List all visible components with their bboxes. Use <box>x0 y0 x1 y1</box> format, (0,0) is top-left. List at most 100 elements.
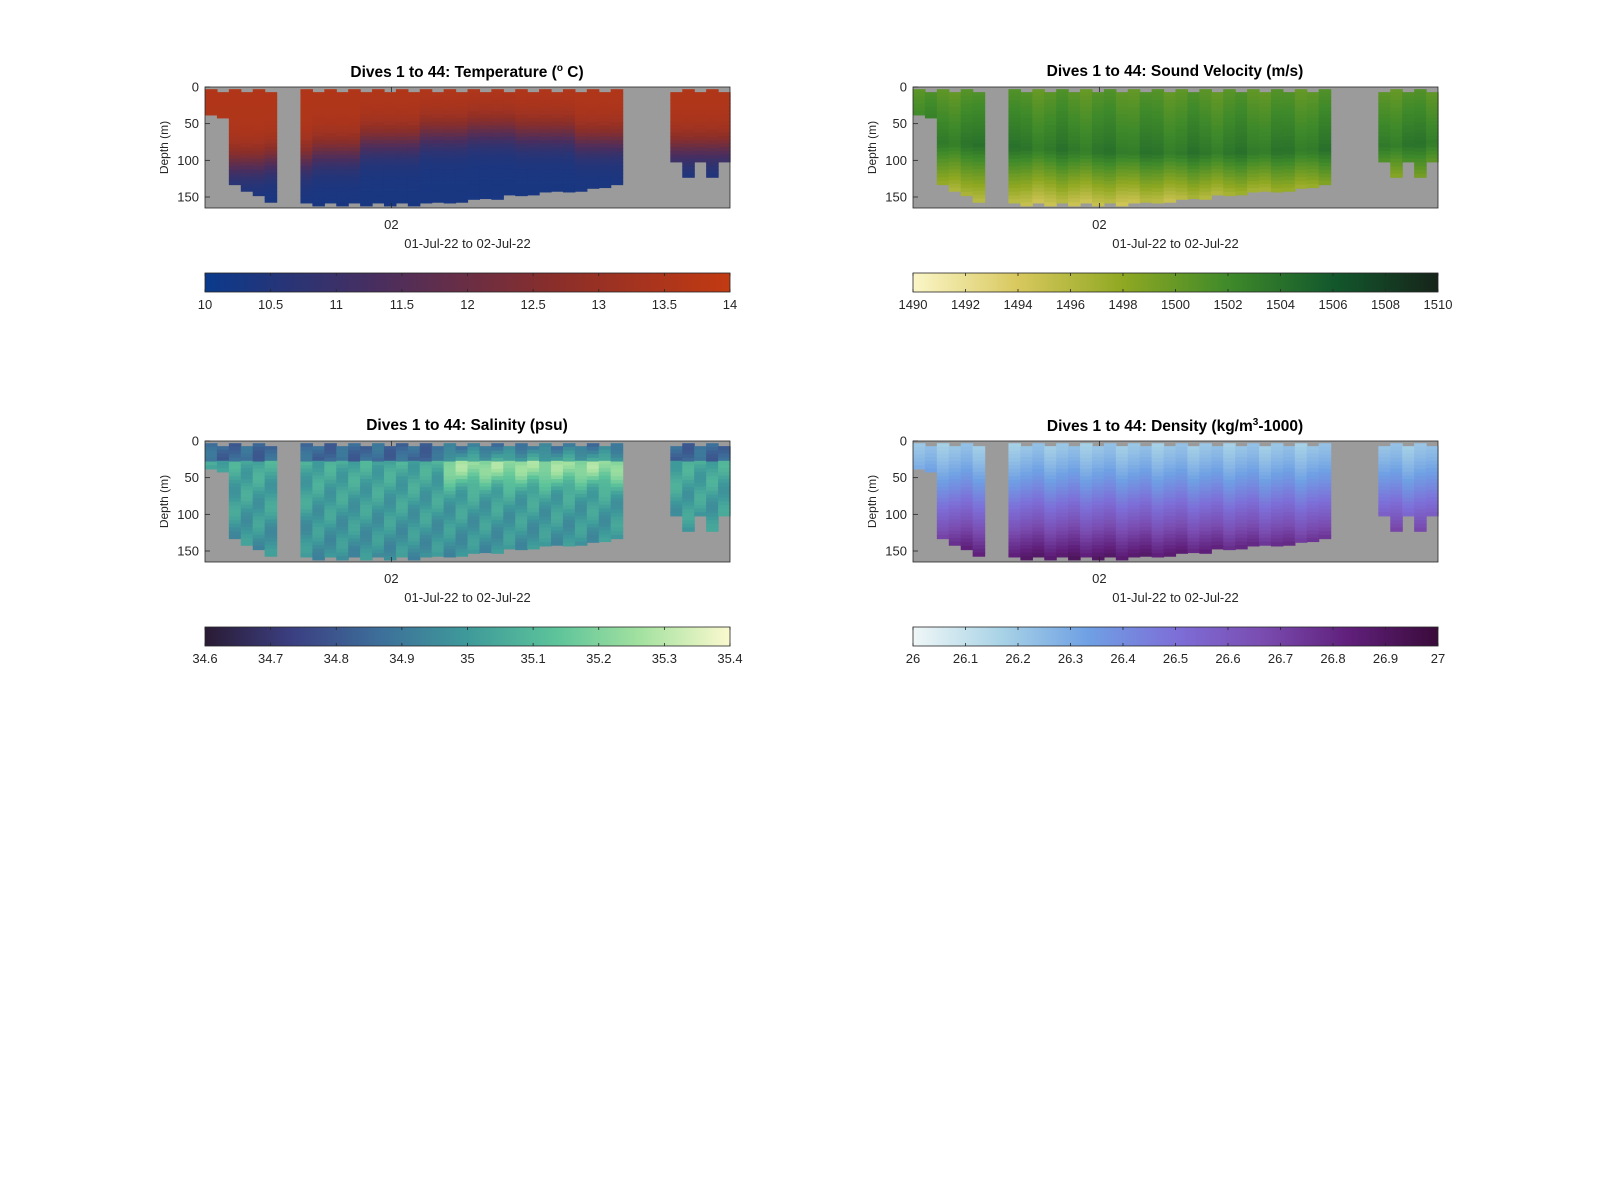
heatmap-cell <box>1139 110 1153 115</box>
heatmap-cell <box>431 191 445 196</box>
heatmap-cell <box>515 158 528 164</box>
heatmap-cell <box>1020 132 1033 137</box>
heatmap-cell <box>515 531 528 536</box>
colorbar-tick-label: 1506 <box>1319 297 1348 312</box>
heatmap-cell <box>1020 449 1033 455</box>
heatmap-cell <box>503 110 516 115</box>
heatmap-cell <box>1020 176 1033 181</box>
heatmap-cell <box>419 155 433 160</box>
heatmap-cell <box>539 446 552 452</box>
heatmap-cell <box>1163 143 1177 148</box>
heatmap-cell <box>467 490 481 496</box>
heatmap-cell <box>300 516 313 521</box>
heatmap-cell <box>312 99 325 104</box>
heatmap-cell <box>252 184 266 189</box>
heatmap-cell <box>431 92 445 97</box>
heatmap-cell <box>407 110 421 115</box>
heatmap-cell <box>598 537 612 543</box>
heatmap-cell <box>1163 99 1177 104</box>
heatmap-cell <box>1091 537 1105 543</box>
heatmap-cell <box>1032 136 1045 142</box>
heatmap-cell <box>1223 520 1236 525</box>
heatmap-cell <box>1247 527 1260 532</box>
heatmap-cell <box>324 107 337 112</box>
heatmap-cell <box>491 479 504 485</box>
heatmap-cell <box>372 125 385 131</box>
heatmap-cell <box>1294 114 1308 120</box>
heatmap-cell <box>936 118 950 123</box>
heatmap-cell <box>348 479 361 485</box>
heatmap-cell <box>1115 471 1129 477</box>
heatmap-cell <box>1306 504 1320 510</box>
heatmap-cell <box>324 169 337 175</box>
heatmap-cell <box>431 95 445 101</box>
heatmap-cell <box>1020 191 1033 196</box>
heatmap-cell <box>610 169 624 175</box>
heatmap-cell <box>551 497 564 502</box>
heatmap-cell <box>324 512 337 518</box>
heatmap-cell <box>479 147 492 152</box>
heatmap-cell <box>1139 128 1153 134</box>
heatmap-cell <box>360 183 373 189</box>
heatmap-cell <box>1414 133 1427 138</box>
heatmap-cell <box>586 527 600 532</box>
heatmap-cell <box>1056 476 1069 481</box>
heatmap-cell <box>948 497 962 502</box>
heatmap-cell <box>972 191 986 196</box>
heatmap-cell <box>706 450 719 455</box>
heatmap-cell <box>348 472 361 477</box>
heatmap-cell <box>515 114 528 120</box>
heatmap-cell <box>360 446 373 451</box>
heatmap-cell <box>407 475 421 480</box>
heatmap-cell <box>586 465 600 470</box>
heatmap-cell <box>1091 187 1105 192</box>
heatmap-cell <box>1103 191 1117 197</box>
heatmap-cell <box>1056 162 1069 167</box>
heatmap-cell <box>1115 117 1129 123</box>
heatmap-cell <box>431 147 445 152</box>
heatmap-cell <box>1044 99 1057 104</box>
heatmap-cell <box>443 523 457 529</box>
heatmap-cell <box>419 100 433 105</box>
heatmap-cell <box>1390 527 1403 532</box>
heatmap-cell <box>348 534 361 540</box>
heatmap-cell <box>551 92 564 97</box>
colorbar-tick-label: 34.7 <box>258 651 283 666</box>
heatmap-cell <box>1151 122 1165 127</box>
heatmap-cell <box>252 457 266 463</box>
heatmap-cell <box>1151 523 1165 529</box>
heatmap-cell <box>264 121 278 126</box>
heatmap-cell <box>1103 111 1117 116</box>
heatmap-cell <box>1199 89 1212 94</box>
heatmap-cell <box>1056 553 1069 558</box>
heatmap-cell <box>312 493 325 499</box>
heatmap-cell <box>1115 512 1129 517</box>
heatmap-cell <box>407 512 421 517</box>
heatmap-cell <box>694 493 707 499</box>
heatmap-cell <box>539 534 552 540</box>
heatmap-cell <box>539 457 552 463</box>
heatmap-cell <box>1091 183 1105 189</box>
heatmap-cell <box>264 490 278 495</box>
heatmap-cell <box>383 183 397 189</box>
heatmap-cell <box>562 122 576 127</box>
heatmap-cell <box>324 494 337 499</box>
heatmap-cell <box>1199 494 1212 499</box>
heatmap-cell <box>216 460 230 466</box>
heatmap-cell <box>1211 453 1224 458</box>
heatmap-cell <box>515 111 528 116</box>
heatmap-cell <box>503 482 516 488</box>
heatmap-cell <box>972 464 986 469</box>
heatmap-cell <box>491 490 504 496</box>
heatmap-cell <box>324 111 337 116</box>
heatmap-cell <box>1080 111 1093 116</box>
heatmap-cell <box>228 523 242 529</box>
heatmap-cell <box>610 534 624 540</box>
heatmap-cell <box>527 165 540 170</box>
heatmap-cell <box>1187 158 1200 163</box>
heatmap-cell <box>539 166 552 171</box>
heatmap-cell <box>383 449 397 455</box>
heatmap-cell <box>1318 136 1332 142</box>
heatmap-cell <box>948 128 962 134</box>
heatmap-cell <box>1259 147 1272 152</box>
